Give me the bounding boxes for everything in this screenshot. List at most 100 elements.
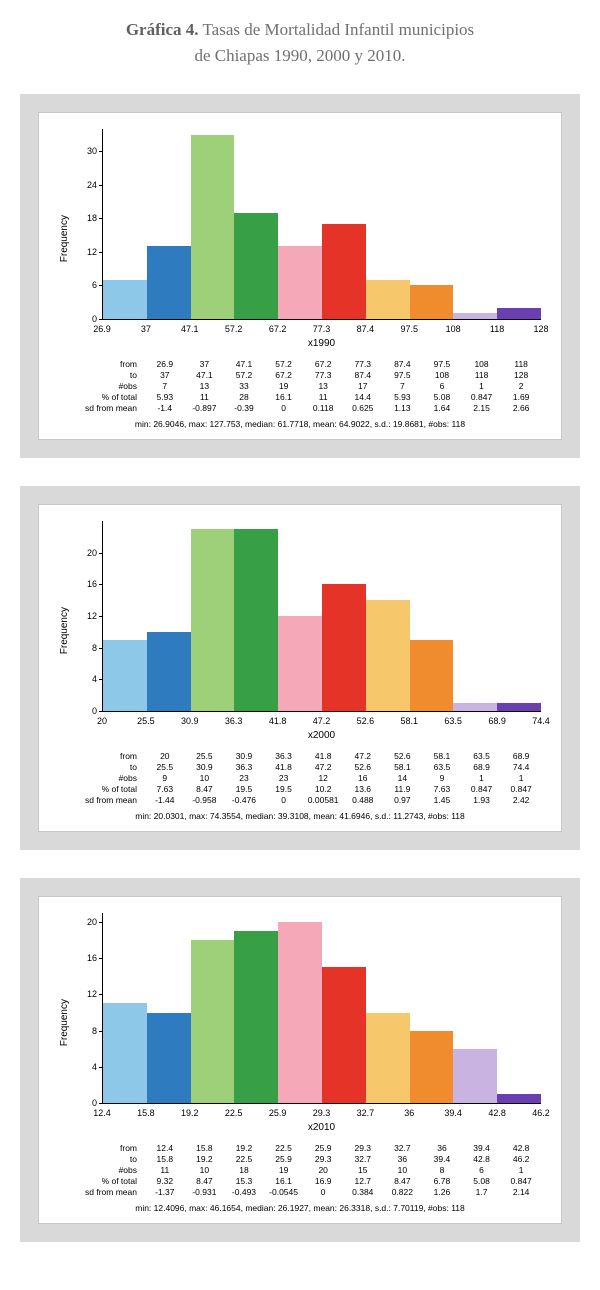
table-cell: -1.4: [145, 403, 185, 413]
table-cell: -0.0545: [264, 1187, 304, 1197]
table-cell: 1.69: [501, 392, 541, 402]
table-cell: 5.93: [145, 392, 185, 402]
y-tick: 16: [73, 579, 97, 589]
table-cell: 2.15: [462, 403, 502, 413]
table-cell: 7.63: [422, 784, 462, 794]
row-label: sd from mean: [59, 1187, 145, 1197]
table-cell: 7.63: [145, 784, 185, 794]
table-cell: 118: [501, 359, 541, 369]
table-cell: 1.7: [462, 1187, 502, 1197]
table-cell: 6.78: [422, 1176, 462, 1186]
table-cell: 16.9: [303, 1176, 343, 1186]
table-row: % of total7.638.4719.519.510.213.611.97.…: [59, 784, 541, 794]
table-cell: 68.9: [501, 751, 541, 761]
x-tick: 22.5: [225, 1108, 243, 1118]
table-cell: 6: [422, 381, 462, 391]
x-tick: 30.9: [181, 716, 199, 726]
table-cell: 0.847: [501, 1176, 541, 1186]
table-row: % of total5.93112816.11114.45.935.080.84…: [59, 392, 541, 402]
y-axis-label: Frequency: [59, 215, 70, 262]
table-cell: 118: [462, 370, 502, 380]
summary-stats: min: 20.0301, max: 74.3554, median: 39.3…: [59, 811, 541, 821]
x-tick: 108: [446, 324, 461, 334]
table-cell: 36: [422, 1143, 462, 1153]
table-cell: 25.5: [185, 751, 225, 761]
table-cell: 67.2: [264, 370, 304, 380]
table-cell: 22.5: [264, 1143, 304, 1153]
bar: [278, 246, 322, 319]
table-row: % of total9.328.4715.316.116.912.78.476.…: [59, 1176, 541, 1186]
table-cell: 1: [501, 773, 541, 783]
table-cell: 58.1: [383, 762, 423, 772]
table-cell: 0.97: [383, 795, 423, 805]
summary-stats: min: 12.4096, max: 46.1654, median: 26.1…: [59, 1203, 541, 1213]
table-cell: 17: [343, 381, 383, 391]
table-cell: 63.5: [462, 751, 502, 761]
table-cell: -0.931: [185, 1187, 225, 1197]
y-tick: 20: [73, 917, 97, 927]
bar: [453, 313, 497, 319]
table-row: from2025.530.936.341.847.252.658.163.568…: [59, 751, 541, 761]
table-cell: -1.37: [145, 1187, 185, 1197]
table-cell: 36: [383, 1154, 423, 1164]
x-tick: 58.1: [401, 716, 419, 726]
table-cell: 25.9: [264, 1154, 304, 1164]
table-cell: 32.7: [343, 1154, 383, 1164]
x-tick: 46.2: [532, 1108, 550, 1118]
x-tick: 37: [141, 324, 151, 334]
table-cell: 12.4: [145, 1143, 185, 1153]
bar: [234, 931, 278, 1103]
table-cell: 47.2: [303, 762, 343, 772]
table-cell: 87.4: [383, 359, 423, 369]
table-cell: 22.5: [224, 1154, 264, 1164]
figure-title: Gráfica 4. Tasas de Mortalidad Infantil …: [20, 20, 580, 40]
x-axis-label: x2000: [102, 730, 541, 741]
x-tick: 41.8: [269, 716, 287, 726]
x-tick: 20: [97, 716, 107, 726]
x-tick: 118: [490, 324, 504, 334]
chart-panel: Frequency0481216202025.530.936.341.847.2…: [20, 486, 580, 850]
table-cell: 9: [422, 773, 462, 783]
table-cell: 0.847: [501, 784, 541, 794]
table-row: #obs11101819201510861: [59, 1165, 541, 1175]
table-cell: 1: [462, 773, 502, 783]
bar: [103, 1003, 147, 1103]
table-cell: 19: [264, 1165, 304, 1175]
x-tick: 63.5: [444, 716, 462, 726]
table-cell: 11: [145, 1165, 185, 1175]
x-tick: 32.7: [357, 1108, 375, 1118]
table-cell: 128: [501, 370, 541, 380]
table-cell: 108: [422, 370, 462, 380]
table-cell: -0.493: [224, 1187, 264, 1197]
table-cell: 97.5: [422, 359, 462, 369]
x-axis-label: x1990: [102, 338, 541, 349]
x-tick: 77.3: [313, 324, 331, 334]
bar: [147, 632, 191, 711]
table-row: #obs713331913177612: [59, 381, 541, 391]
row-label: #obs: [59, 1165, 145, 1175]
table-cell: 2.14: [501, 1187, 541, 1197]
table-cell: 23: [224, 773, 264, 783]
table-cell: 25.9: [303, 1143, 343, 1153]
data-table: from26.93747.157.267.277.387.497.5108118…: [59, 359, 541, 413]
x-tick: 74.4: [532, 716, 550, 726]
plot-area: 0612182430: [102, 129, 541, 320]
table-row: from12.415.819.222.525.929.332.73639.442…: [59, 1143, 541, 1153]
bar: [410, 640, 454, 711]
row-label: from: [59, 751, 145, 761]
table-cell: 1.93: [462, 795, 502, 805]
table-cell: 19: [264, 381, 304, 391]
table-cell: 13.6: [343, 784, 383, 794]
table-cell: 0.488: [343, 795, 383, 805]
bar: [191, 529, 235, 711]
table-cell: 14.4: [343, 392, 383, 402]
table-cell: 7: [145, 381, 185, 391]
bar: [234, 529, 278, 711]
bar: [147, 1013, 191, 1103]
table-cell: 18: [224, 1165, 264, 1175]
table-row: to3747.157.267.277.387.497.5108118128: [59, 370, 541, 380]
chart-inner: Frequency04812162012.415.819.222.525.929…: [38, 896, 562, 1224]
chart-panel: Frequency04812162012.415.819.222.525.929…: [20, 878, 580, 1242]
table-cell: 0: [264, 795, 304, 805]
table-cell: -0.476: [224, 795, 264, 805]
